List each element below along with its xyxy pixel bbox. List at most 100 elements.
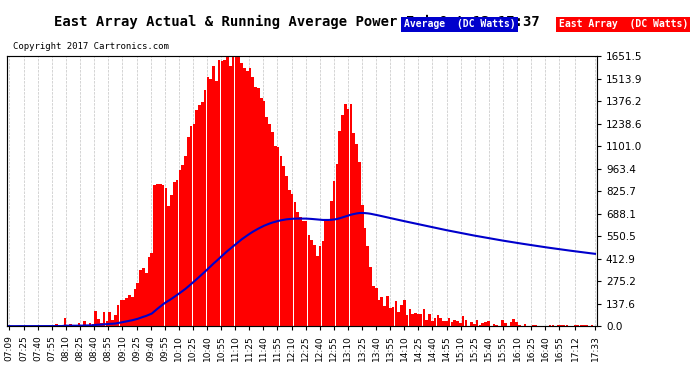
Bar — [335, 164, 338, 326]
Bar — [577, 325, 580, 326]
Bar — [221, 60, 224, 326]
Bar — [327, 221, 330, 326]
Bar — [330, 201, 333, 326]
Bar — [255, 87, 257, 326]
Bar — [400, 305, 403, 326]
Bar — [302, 221, 304, 326]
Bar — [181, 165, 184, 326]
Bar — [204, 90, 206, 326]
Bar — [305, 221, 308, 326]
Bar — [558, 325, 560, 326]
Bar — [338, 131, 341, 326]
Bar — [372, 286, 375, 326]
Bar — [344, 104, 346, 326]
Bar — [324, 221, 327, 326]
Bar — [369, 267, 372, 326]
Bar — [319, 246, 322, 326]
Bar — [190, 126, 193, 326]
Bar — [420, 314, 422, 326]
Bar — [266, 117, 268, 326]
Bar — [279, 156, 282, 326]
Bar — [126, 298, 128, 326]
Bar — [137, 283, 139, 326]
Bar — [535, 325, 538, 326]
Bar — [422, 309, 425, 326]
Bar — [198, 105, 201, 326]
Bar — [282, 166, 285, 326]
Bar — [170, 195, 172, 326]
Bar — [464, 320, 467, 326]
Bar — [218, 60, 221, 326]
Bar — [83, 321, 86, 326]
Bar — [235, 55, 237, 326]
Bar — [226, 56, 229, 326]
Bar — [462, 316, 464, 326]
Bar — [397, 312, 400, 326]
Bar — [375, 288, 377, 326]
Bar — [451, 322, 453, 326]
Bar — [134, 289, 137, 326]
Bar — [285, 176, 288, 326]
Bar — [456, 321, 459, 326]
Bar — [518, 325, 520, 326]
Bar — [459, 322, 462, 326]
Bar — [114, 315, 117, 326]
Bar — [89, 323, 92, 326]
Bar — [501, 320, 504, 326]
Bar — [288, 190, 290, 326]
Bar — [268, 124, 271, 326]
Bar — [313, 245, 316, 326]
Bar — [117, 305, 119, 326]
Bar — [487, 321, 490, 326]
Bar — [560, 325, 562, 326]
Text: Copyright 2017 Cartronics.com: Copyright 2017 Cartronics.com — [13, 42, 168, 51]
Bar — [364, 228, 366, 326]
Bar — [195, 110, 198, 326]
Bar — [473, 324, 475, 326]
Bar — [100, 322, 103, 326]
Bar — [479, 325, 482, 326]
Bar — [448, 318, 451, 326]
Bar — [414, 313, 417, 326]
Bar — [361, 204, 364, 326]
Bar — [395, 302, 397, 326]
Bar — [201, 102, 204, 326]
Bar — [434, 318, 437, 326]
Bar — [566, 325, 569, 326]
Bar — [551, 325, 554, 326]
Bar — [92, 324, 95, 326]
Bar — [524, 324, 526, 326]
Bar — [122, 300, 125, 326]
Bar — [389, 308, 391, 326]
Bar — [179, 170, 181, 326]
Bar — [411, 314, 414, 326]
Bar — [97, 319, 100, 326]
Bar — [224, 60, 226, 326]
Bar — [358, 162, 361, 326]
Bar — [386, 296, 388, 326]
Bar — [86, 325, 88, 326]
Bar — [111, 320, 114, 326]
Bar — [213, 66, 215, 326]
Bar — [145, 273, 148, 326]
Bar — [366, 246, 369, 326]
Bar — [425, 320, 428, 326]
Bar — [406, 315, 408, 326]
Bar — [417, 315, 420, 326]
Bar — [392, 307, 395, 326]
Bar — [437, 315, 440, 326]
Bar — [482, 323, 484, 326]
Bar — [206, 77, 209, 326]
Bar — [63, 318, 66, 326]
Bar — [106, 321, 108, 326]
Bar — [355, 144, 358, 326]
Bar — [504, 323, 506, 326]
Text: East Array  (DC Watts): East Array (DC Watts) — [559, 20, 688, 29]
Bar — [383, 306, 386, 326]
Bar — [471, 322, 473, 326]
Bar — [408, 309, 411, 326]
Bar — [193, 124, 195, 326]
Bar — [187, 137, 190, 326]
Bar — [164, 188, 167, 326]
Bar — [184, 156, 187, 326]
